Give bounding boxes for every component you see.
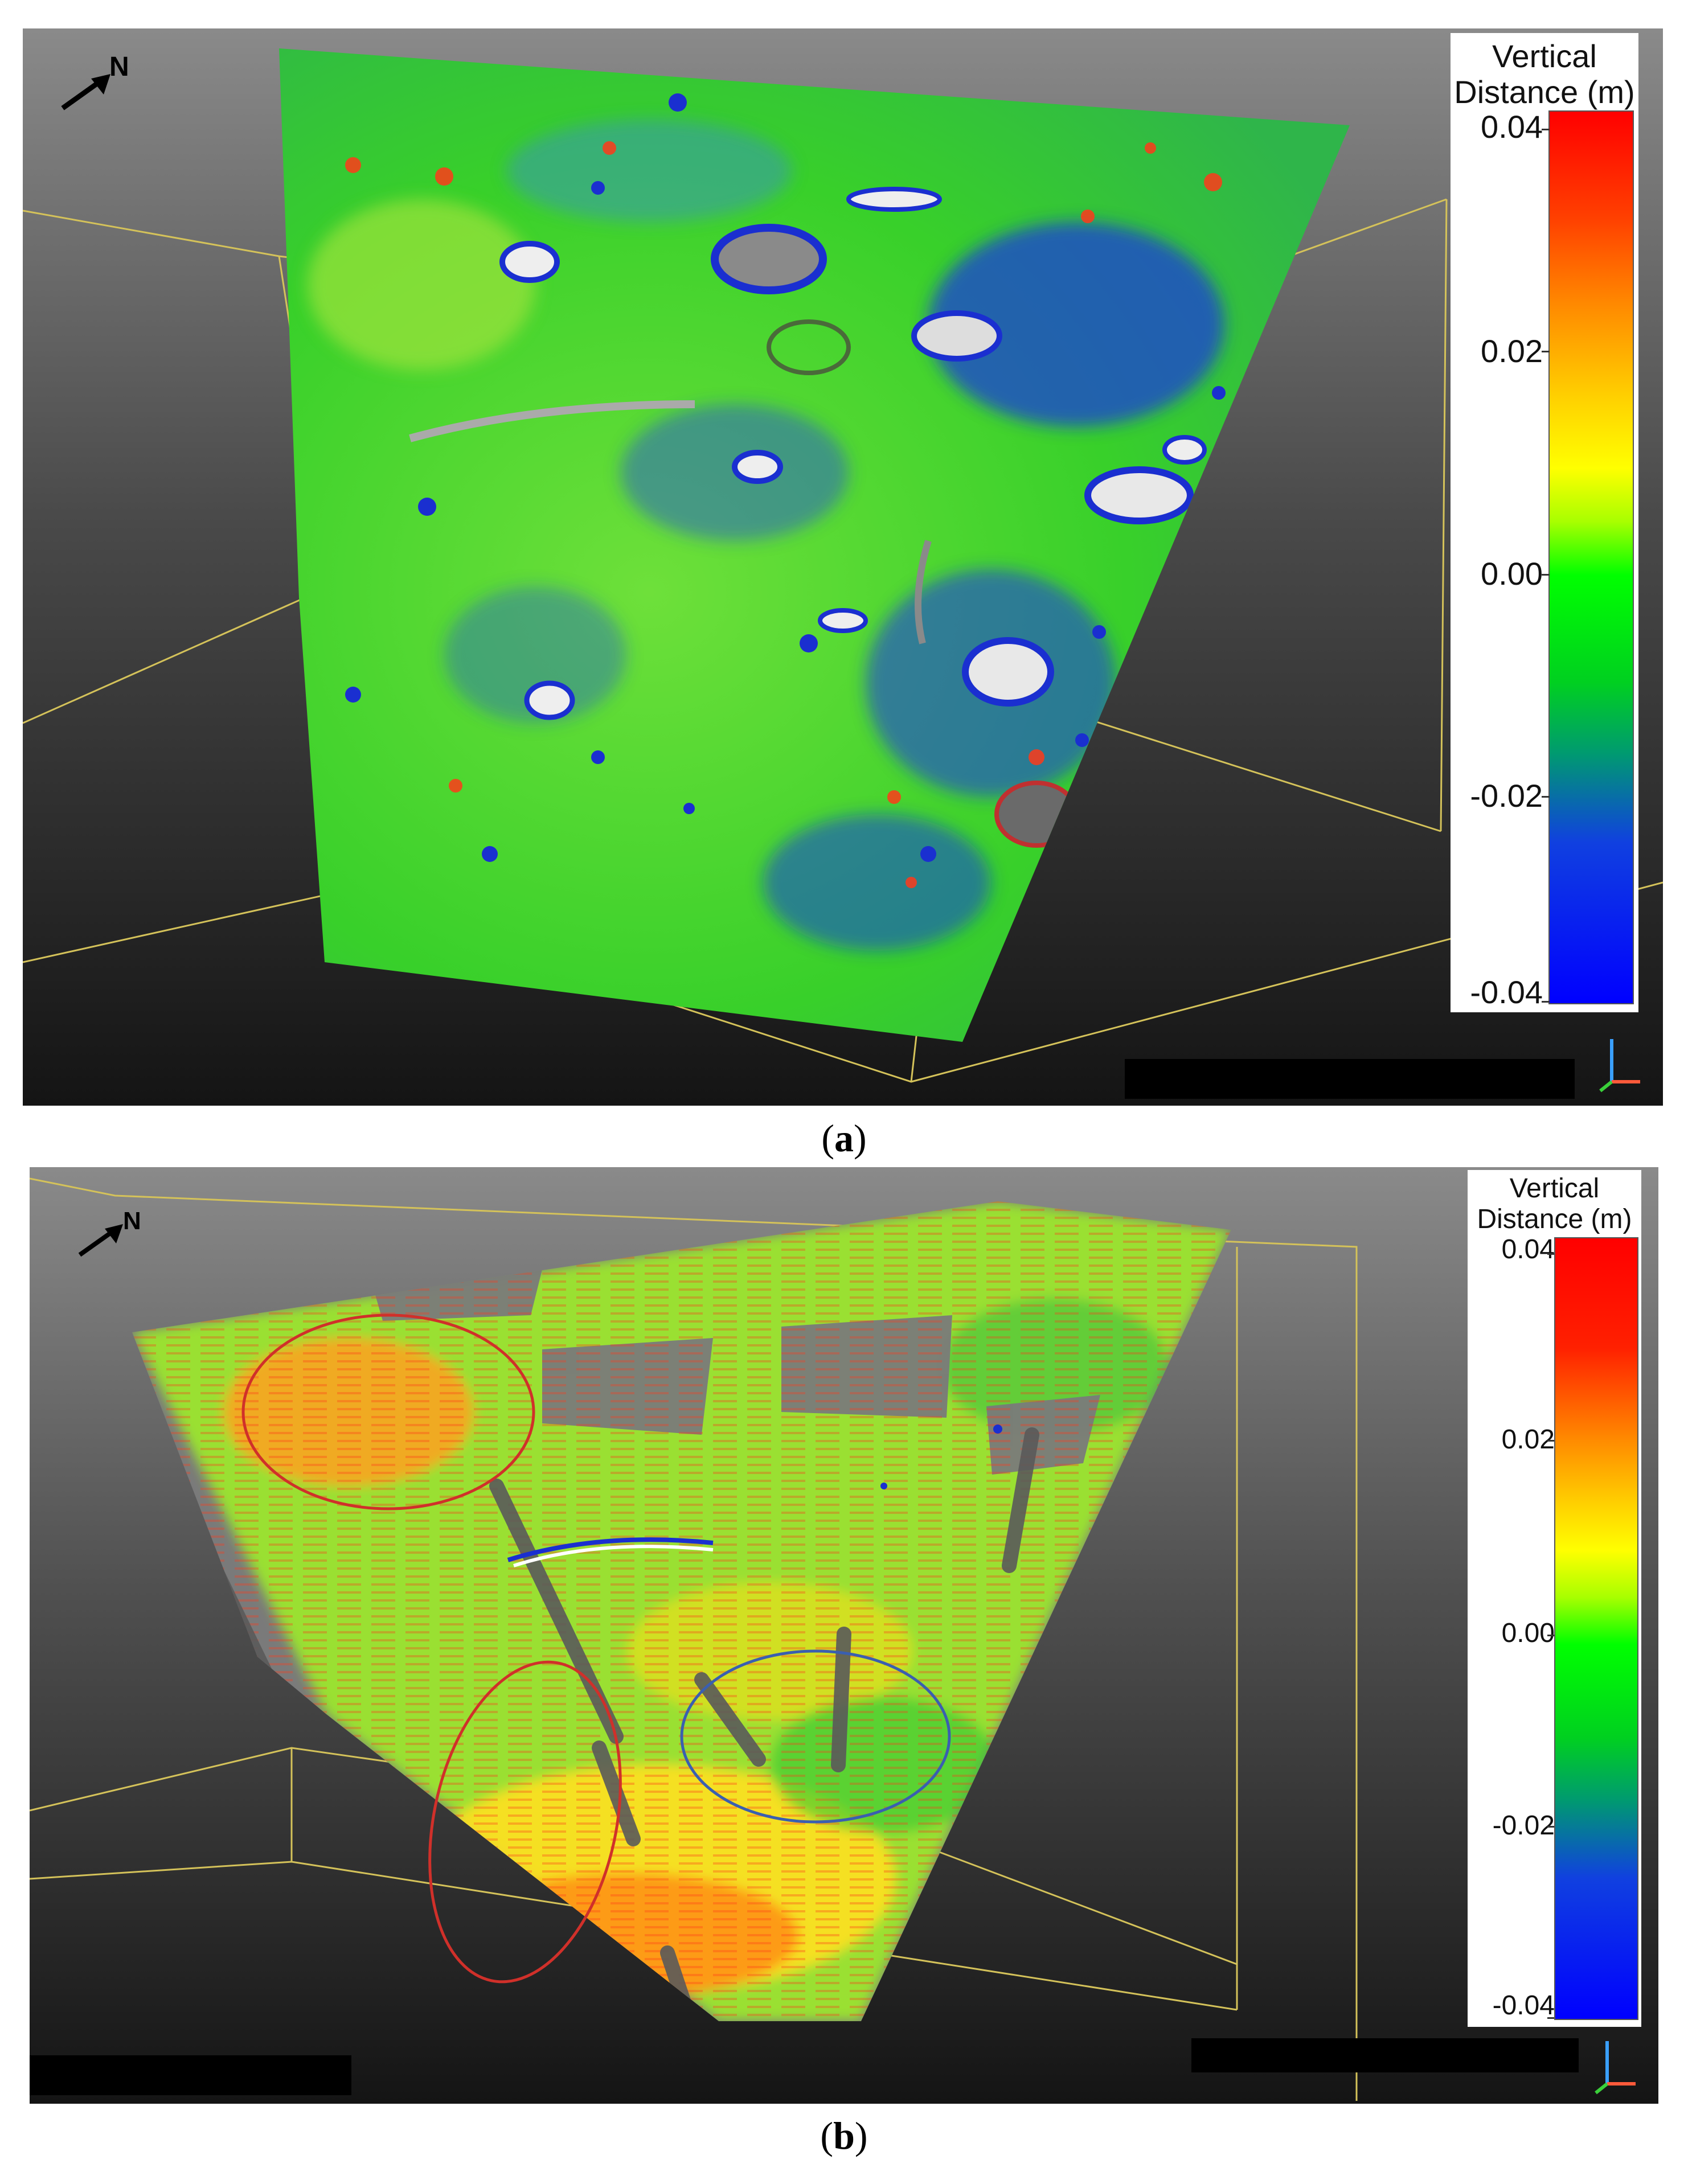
tick-label-a-2: 0.00 [1481,556,1543,592]
surface-b [132,1201,1231,2021]
scale-bar-a [1125,1059,1575,1099]
north-indicator-a: N [57,51,148,114]
tick-mark-b-4 [1547,2017,1554,2019]
tick-mark-b-1 [1547,1440,1554,1442]
panel-b: N [30,1167,1658,2104]
north-label-b: N [123,1207,141,1235]
colorbar-title-a: Vertical Distance (m) [1451,38,1638,110]
tick-mark-a-4 [1542,1001,1550,1003]
tick-mark-a-1 [1542,351,1550,352]
tick-mark-a-0 [1542,129,1550,130]
tick-label-b-3: -0.02 [1492,1811,1555,1841]
tick-label-b-4: -0.04 [1492,1990,1555,2021]
axes-icon-b [1595,2041,1636,2095]
panel-a: N [23,28,1663,1106]
axes-icon-a [1599,1039,1640,1093]
ellipse-blue [680,1649,951,1824]
colorbar-title-line2-b: Distance (m) [1477,1204,1632,1234]
surface-a [279,48,1350,1042]
tick-label-b-0: 0.04 [1501,1234,1555,1265]
tick-label-a-1: 0.02 [1481,333,1543,369]
caption-a: (a) [821,1116,867,1160]
colorbar-gradient-a [1548,110,1634,1004]
scale-bar-b-right [1191,2038,1579,2072]
caption-letter-a: a [834,1116,854,1160]
ellipse-red-upper [241,1313,535,1510]
tick-mark-a-3 [1542,796,1550,798]
colorbar-title-line2-a: Distance (m) [1454,73,1635,110]
tick-label-b-1: 0.02 [1501,1424,1555,1455]
tick-mark-b-0 [1547,1253,1554,1255]
colorbar-title-line1-b: Vertical [1509,1173,1600,1204]
tick-label-a-3: -0.02 [1470,778,1543,814]
scale-bar-b-left [30,2055,351,2095]
north-arrow-icon [61,74,110,110]
ellipse-red-lower [428,1660,622,1984]
colorbar-legend-a: Vertical Distance (m) 0.04 0.02 0.00 -0.… [1451,33,1638,1012]
colorbar-legend-b: Vertical Distance (m) 0.04 0.02 0.00 -0.… [1468,1170,1641,2027]
caption-letter-b: b [833,2114,855,2157]
north-indicator-b: N [75,1207,166,1270]
tick-label-b-2: 0.00 [1501,1618,1555,1648]
colorbar-title-b: Vertical Distance (m) [1468,1173,1641,1235]
caption-b: (b) [820,2114,868,2157]
tick-mark-b-2 [1547,1635,1554,1636]
surface-features-a [345,93,1226,888]
colorbar-title-line1-a: Vertical [1492,38,1597,74]
tick-label-a-0: 0.04 [1481,109,1543,145]
tick-mark-a-2 [1542,574,1550,576]
north-label-a: N [109,52,129,82]
tick-mark-b-3 [1547,1826,1554,1828]
colorbar-gradient-b [1554,1237,1638,2020]
north-arrow-icon [78,1224,123,1257]
panel-a-3d-view [23,48,1663,1083]
panel-b-3d-view [30,1177,1358,2101]
tick-label-a-4: -0.04 [1470,974,1543,1010]
